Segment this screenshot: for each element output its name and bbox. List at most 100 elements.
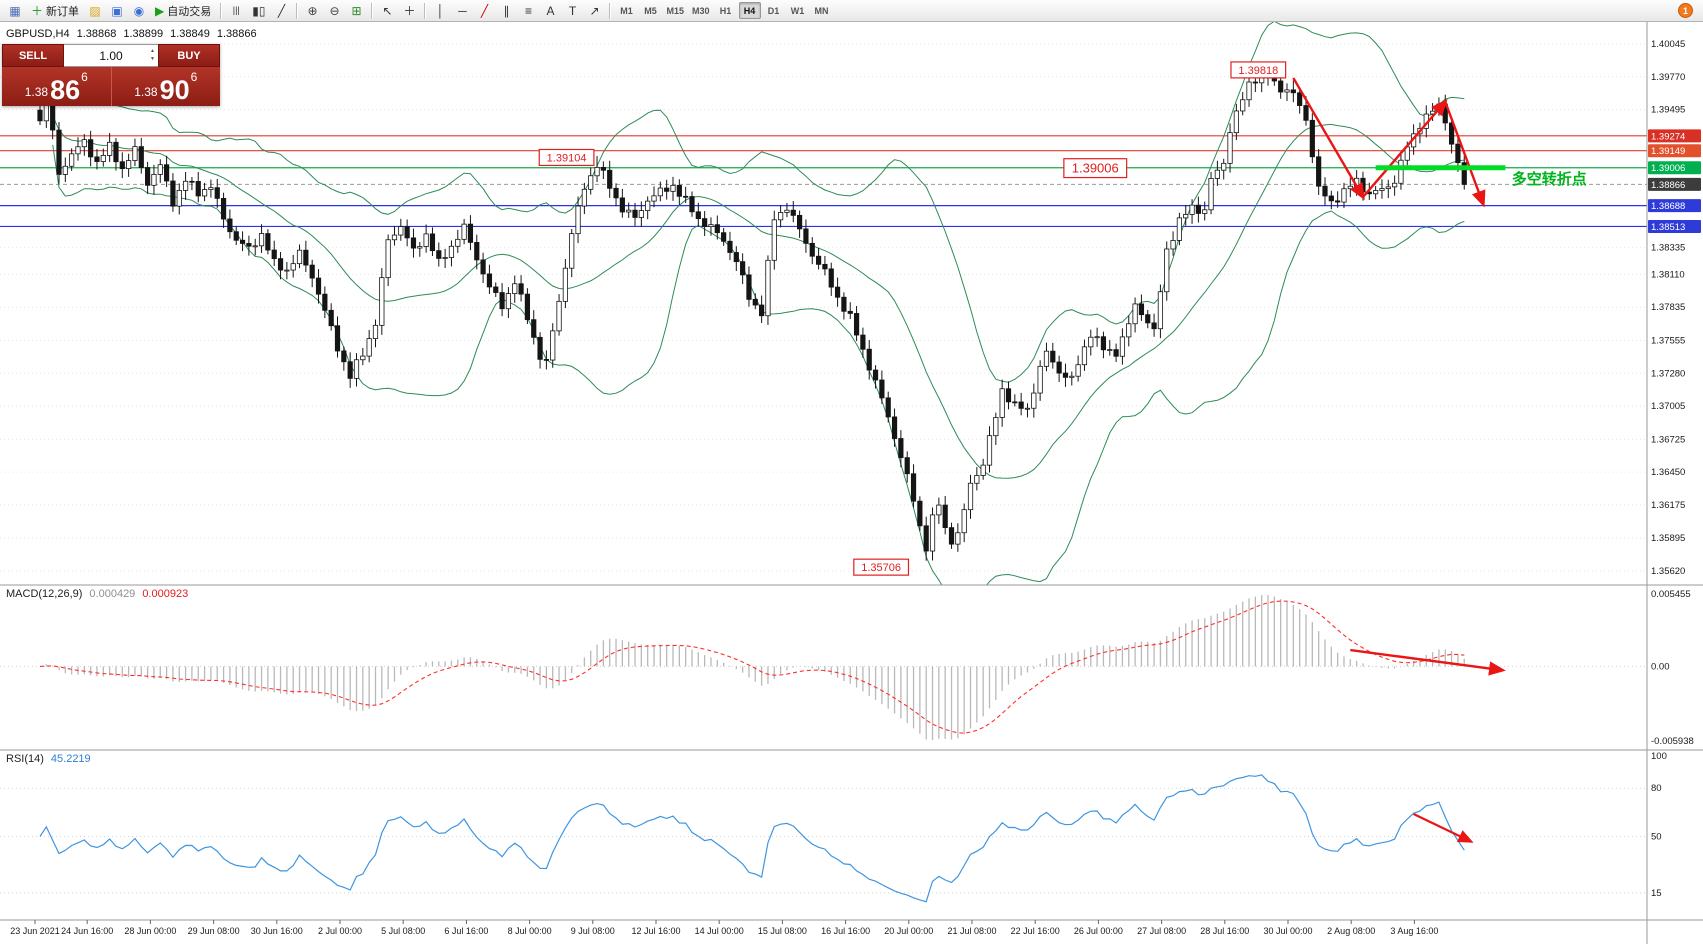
metaeditor-icon[interactable]: ▨: [85, 2, 105, 20]
price-annotation-labels[interactable]: 1.39104 1.39006 1.39818 1.35706: [538, 61, 1287, 576]
macd-arrow-annotation[interactable]: [1350, 648, 1506, 676]
ohlc-high: 1.38899: [123, 28, 164, 40]
tile-windows-icon[interactable]: ⊞: [346, 2, 366, 20]
autotrading-button: ▶: [155, 3, 165, 18]
macd-histogram: [45, 595, 1465, 740]
timeframe-mn[interactable]: MN: [814, 5, 829, 16]
equidistant-channel-icon: ∥: [503, 3, 510, 18]
time-label: 5 Jul 08:00: [381, 926, 425, 936]
line-chart-icon[interactable]: ╱: [271, 2, 291, 20]
crosshair-icon[interactable]: ＋: [399, 2, 419, 20]
sell-price-point: 6: [81, 70, 88, 84]
y-axis-tick: 1.36725: [1651, 434, 1685, 445]
autotrading-button-label: 自动交易: [167, 5, 212, 18]
time-label: 15 Jul 08:00: [758, 926, 807, 936]
volume-stepper[interactable]: ▲ ▼: [150, 47, 155, 63]
rsi-pane: [0, 774, 1647, 903]
rsi-value: 45.2219: [50, 753, 91, 765]
zoom-in-icon: ⊕: [307, 3, 318, 18]
timeframe-d1[interactable]: D1: [767, 5, 780, 16]
text-icon[interactable]: A: [540, 2, 560, 20]
time-label: 30 Jul 00:00: [1263, 926, 1312, 936]
time-label: 28 Jun 00:00: [124, 926, 176, 936]
price-label: 1.39818: [1238, 65, 1278, 77]
bar-chart-icon[interactable]: |||: [226, 2, 246, 20]
trend-annotations[interactable]: 多空转折点: [1292, 77, 1587, 843]
bollinger-bands: [52, 22, 1465, 585]
time-label: 21 Jul 08:00: [947, 926, 996, 936]
chart-ohlc-header: GBPUSD,H4 1.38868 1.38899 1.38849 1.3886…: [6, 28, 257, 40]
notification-badge[interactable]: 1: [1678, 3, 1693, 18]
time-label: 28 Jul 16:00: [1200, 926, 1249, 936]
one-click-trading-panel: SELL 1.00 ▲ ▼ BUY 1.38 86 6 1.38 90 6: [2, 44, 220, 106]
stepper-up-icon[interactable]: ▲: [150, 48, 155, 54]
buy-price-pips: 90: [159, 75, 190, 106]
autotrading-button[interactable]: ▶ 自动交易: [151, 2, 215, 20]
volume-value[interactable]: 1.00: [99, 48, 123, 63]
new-order-button[interactable]: ＋新订单: [27, 2, 83, 20]
time-label: 2 Aug 08:00: [1327, 926, 1375, 936]
navigator-icon[interactable]: ◉: [129, 2, 149, 20]
trendline-icon[interactable]: ╱: [474, 2, 494, 20]
time-label: 9 Jul 08:00: [571, 926, 615, 936]
rsi-axis-labels: 100 80 50 15: [1651, 751, 1667, 899]
buy-price-prefix: 1.38: [134, 85, 158, 99]
toolbar-separator: [609, 2, 611, 19]
svg-text:0.005455: 0.005455: [1651, 589, 1691, 600]
text-label-icon[interactable]: T: [562, 2, 582, 20]
rsi-indicator-label: RSI(14) 45.2219: [6, 753, 91, 765]
ohlc-close: 1.38866: [216, 28, 257, 40]
bollinger-upper-line: [52, 22, 1465, 383]
line-chart-icon: ╱: [277, 3, 286, 18]
time-label: 26 Jul 00:00: [1074, 926, 1123, 936]
tile-windows-icon: ⊞: [351, 3, 362, 18]
timeframe-m1[interactable]: M1: [620, 5, 633, 16]
toolbar-separator: [424, 2, 426, 19]
y-axis-price-tags: 1.39274 1.39149 1.39006 1.38866 1.38688 1.385…: [1648, 129, 1701, 233]
price-label: 1.35706: [861, 562, 901, 574]
turning-point-label[interactable]: 多空转折点: [1512, 170, 1587, 188]
time-label: 24 Jun 16:00: [61, 926, 113, 936]
zigzag-arrow[interactable]: [1292, 77, 1365, 201]
horizontal-line-icon[interactable]: ─: [452, 2, 472, 20]
timeframe-h1[interactable]: H1: [719, 5, 732, 16]
timeframe-m5[interactable]: M5: [644, 5, 657, 16]
price-label: 1.39104: [547, 152, 587, 164]
new-order-button: ＋: [31, 3, 44, 18]
market-watch-icon[interactable]: ▣: [107, 2, 127, 20]
zoom-in-icon[interactable]: ⊕: [302, 2, 322, 20]
timeframe-m15[interactable]: M15: [666, 5, 684, 16]
cursor-icon[interactable]: ↖: [377, 2, 397, 20]
equidistant-channel-icon[interactable]: ∥: [496, 2, 516, 20]
svg-text:-0.005938: -0.005938: [1651, 736, 1694, 747]
stepper-down-icon[interactable]: ▼: [150, 56, 155, 62]
timeframe-h4[interactable]: H4: [738, 2, 761, 19]
zigzag-arrow[interactable]: [1362, 99, 1448, 198]
y-axis-tick: 1.36450: [1651, 467, 1685, 478]
buy-price-display[interactable]: 1.38 90 6: [110, 67, 221, 106]
vertical-line-icon[interactable]: │: [430, 2, 450, 20]
time-label: 8 Jul 00:00: [508, 926, 552, 936]
toolbar-separator: [220, 2, 222, 19]
chart-window-icon[interactable]: ▦: [5, 2, 25, 20]
rsi-arrow-annotation[interactable]: [1413, 812, 1474, 843]
arrows-icon[interactable]: ↗: [584, 2, 604, 20]
sell-button[interactable]: SELL: [2, 44, 64, 67]
new-order-button-label: 新订单: [46, 5, 80, 18]
chart-window-icon: ▦: [9, 3, 21, 18]
chart-canvas[interactable]: 1.40045 1.39770 1.39495 1.38335 1.38110 1.378…: [0, 22, 1703, 944]
y-axis-tick: 1.40045: [1651, 39, 1685, 50]
sell-price-display[interactable]: 1.38 86 6: [2, 67, 111, 106]
time-axis[interactable]: 23 Jun 2021 24 Jun 16:00 28 Jun 00:00 29 Ju…: [10, 920, 1438, 936]
buy-button[interactable]: BUY: [158, 44, 220, 67]
y-axis-tick: 1.38335: [1651, 243, 1685, 254]
volume-input[interactable]: 1.00 ▲ ▼: [64, 44, 158, 67]
svg-text:15: 15: [1651, 888, 1662, 899]
fibonacci-icon[interactable]: ≡: [518, 2, 538, 20]
timeframe-m30[interactable]: M30: [692, 5, 710, 16]
timeframe-w1[interactable]: W1: [790, 5, 805, 16]
candlestick-chart-icon[interactable]: ▮▯: [248, 2, 269, 20]
zigzag-arrow[interactable]: [1444, 101, 1486, 208]
zoom-out-icon[interactable]: ⊖: [324, 2, 344, 20]
